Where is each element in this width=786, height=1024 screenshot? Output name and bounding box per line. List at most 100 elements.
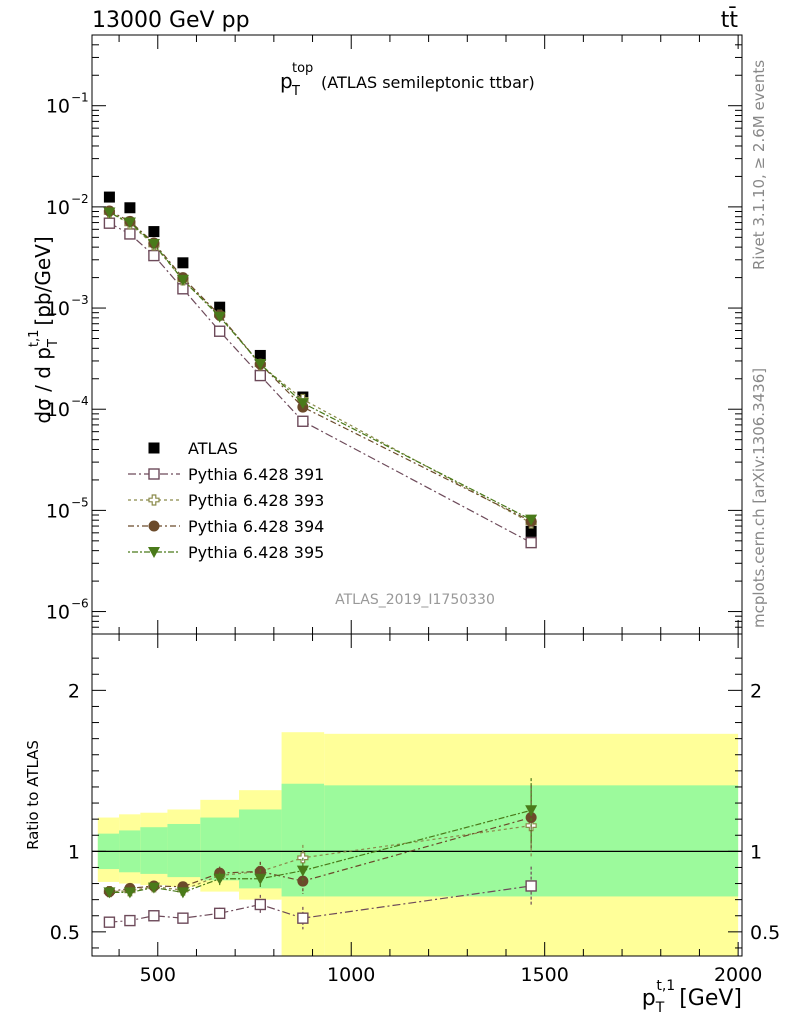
y-tick-label: 10 — [46, 298, 70, 320]
legend-entry: Pythia 6.428 394 — [128, 517, 324, 536]
legend-entry: Pythia 6.428 393 — [128, 491, 324, 510]
energy-label: 13000 GeV pp — [92, 8, 250, 33]
data-point — [148, 520, 160, 532]
xlabel-sub: T — [655, 1000, 665, 1016]
data-point — [147, 882, 160, 894]
y-tick-exponent: −4 — [71, 394, 89, 408]
xlabel-main: p — [642, 986, 656, 1011]
legend-label: ATLAS — [188, 439, 238, 458]
ratio-y-tick-label: 0.5 — [50, 922, 80, 944]
data-point — [213, 311, 226, 323]
svg-text:p: p — [280, 69, 293, 93]
x-tick-label: 1000 — [327, 964, 375, 986]
data-point — [103, 191, 115, 203]
data-point — [213, 325, 226, 337]
ratio-y-tick-label: 1 — [68, 841, 80, 863]
ratio-series — [103, 778, 538, 899]
data-point — [297, 415, 309, 427]
data-point — [525, 880, 537, 892]
data-point — [525, 514, 538, 526]
legend-entry: Pythia 6.428 391 — [128, 465, 324, 484]
data-point — [148, 442, 160, 454]
data-point — [525, 805, 538, 817]
legend-label: Pythia 6.428 394 — [188, 517, 324, 536]
series-line — [109, 211, 532, 521]
inner-band-bin — [140, 827, 168, 874]
y-tick-label: 10 — [46, 197, 70, 219]
series — [103, 207, 538, 526]
ylabel-main: dσ / d p — [31, 347, 55, 424]
legend-entry: ATLAS — [148, 439, 238, 458]
ratio-series-group — [103, 778, 538, 930]
data-point — [148, 249, 160, 262]
ylabel-sub: T — [46, 339, 61, 348]
mcplots-label: mcplots.cern.ch [arXiv:1306.3436] — [750, 368, 768, 628]
ratio-y-tick-label-right: 1 — [750, 841, 762, 863]
ratio-ylabel: Ratio to ATLAS — [24, 740, 42, 850]
y-tick-exponent: −5 — [71, 495, 89, 509]
data-point — [103, 207, 116, 219]
data-point — [148, 468, 160, 480]
data-point — [103, 887, 116, 899]
y-tick-label: 10 — [46, 399, 70, 421]
data-point — [525, 525, 537, 537]
main-panel: p top T (ATLAS semileptonic ttbar) dσ / … — [27, 61, 535, 608]
data-point — [177, 257, 189, 269]
svg-text:pTt,1[GeV]: pTt,1 [GeV] — [642, 978, 742, 1016]
legend-label: Pythia 6.428 391 — [188, 465, 324, 484]
ylabel-unit: [pb/GeV] — [31, 236, 55, 325]
data-point — [148, 547, 160, 558]
ratio-series-line — [109, 809, 532, 894]
data-point — [176, 274, 189, 286]
legend-label: Pythia 6.428 395 — [188, 543, 324, 562]
y-axis-label: dσ / d pTt,1 [pb/GeV] — [27, 236, 61, 423]
xlabel-unit: [GeV] — [679, 986, 742, 1011]
data-point — [103, 217, 116, 229]
ratio-panel: Ratio to ATLAS pTt,1 [GeV] — [24, 740, 742, 1016]
data-point — [213, 907, 226, 920]
title-text: (ATLAS semileptonic ttbar) — [321, 73, 535, 92]
y-tick-exponent: −3 — [71, 293, 89, 307]
data-point — [525, 812, 537, 824]
data-point — [103, 916, 116, 928]
ratio-series-line — [109, 885, 532, 923]
legend-label: Pythia 6.428 393 — [188, 491, 324, 510]
x-tick-label: 500 — [140, 964, 176, 986]
data-point — [148, 910, 160, 922]
ratio-y-tick-label-right: 0.5 — [750, 922, 780, 944]
y-tick-label: 10 — [46, 96, 70, 118]
data-point — [525, 536, 537, 549]
data-point — [254, 873, 267, 885]
title-main: p — [280, 69, 293, 93]
x-tick-label: 2000 — [714, 964, 762, 986]
data-point — [297, 875, 309, 887]
title-sup: top — [292, 61, 313, 76]
data-point — [148, 494, 160, 506]
title-sub: T — [291, 84, 300, 99]
ratio-y-tick-label: 2 — [68, 680, 80, 702]
y-tick-label: 10 — [46, 602, 70, 624]
data-point — [123, 217, 136, 229]
svg-text:T: T — [291, 84, 300, 99]
data-point — [254, 358, 267, 370]
data-point — [254, 349, 266, 361]
analysis-id: ATLAS_2019_I1750330 — [335, 592, 495, 608]
x-axis-label: pTt,1 [GeV] — [642, 978, 742, 1016]
data-point — [296, 865, 309, 877]
process-label: tt̄ — [721, 7, 739, 33]
data-point — [123, 887, 136, 899]
xlabel-sup: t,1 — [656, 978, 675, 994]
data-point — [297, 912, 309, 924]
inner-band-bin — [167, 823, 201, 878]
data-point — [147, 238, 160, 250]
ratio-frame — [91, 633, 743, 957]
y-tick-exponent: −2 — [71, 192, 89, 206]
legend-entry: Pythia 6.428 395 — [128, 543, 324, 562]
data-point — [124, 228, 136, 240]
legend: ATLAS Pythia 6.428 391 Pythia 6.428 393 Pyt… — [128, 439, 324, 562]
data-point — [176, 887, 189, 899]
data-point — [124, 914, 136, 927]
data-point — [177, 912, 189, 924]
